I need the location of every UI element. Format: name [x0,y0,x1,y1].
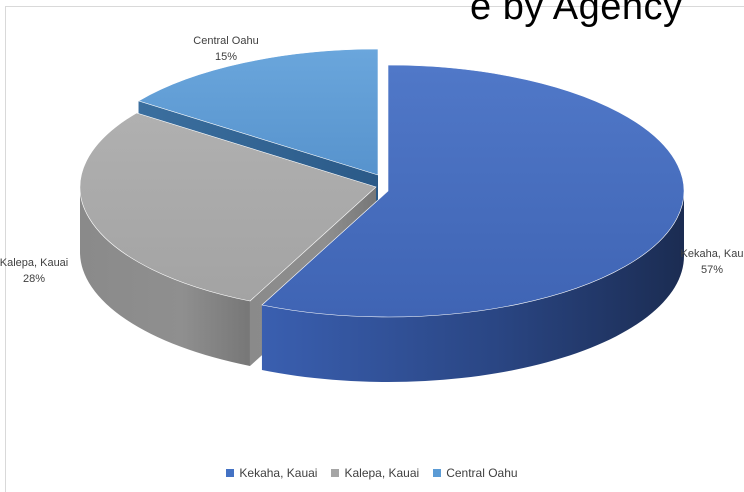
legend-item-central-oahu: Central Oahu [433,466,518,480]
data-label-name-central-oahu: Central Oahu [193,35,258,47]
chart-frame [5,6,744,492]
pie-slice-side-kalepa-0 [80,187,250,367]
chart-legend: Kekaha, Kauai Kalepa, Kauai Central Oahu [0,466,744,480]
chart-title-fragment: e by Agency [470,0,683,28]
data-label-name-kekaha: Kekaha, Kau [681,248,744,260]
pie-slice-central-oahu [137,48,379,176]
data-label-value-kalepa: 28% [23,273,45,285]
legend-label-central-oahu: Central Oahu [446,466,518,480]
legend-swatch-kalepa [331,469,340,477]
pie-slice-kalepa [79,112,377,302]
legend-item-kalepa: Kalepa, Kauai [331,466,419,480]
legend-swatch-central-oahu [433,469,442,477]
legend-label-kekaha: Kekaha, Kauai [239,466,318,480]
data-label-name-kalepa: Kalepa, Kauai [0,257,68,269]
data-label-value-kekaha: 57% [701,264,723,276]
legend-label-kalepa: Kalepa, Kauai [344,466,420,480]
pie-slice-kekaha [261,64,685,318]
legend-swatch-kekaha [226,469,235,477]
pie-slice-side-kekaha-0 [261,191,685,382]
legend-item-kekaha: Kekaha, Kauai [226,466,317,480]
data-label-value-central-oahu: 15% [215,51,237,63]
